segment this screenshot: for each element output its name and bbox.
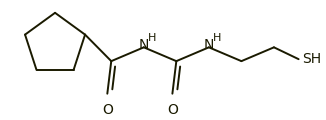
Text: O: O [102,103,113,117]
Text: SH: SH [303,52,322,66]
Text: O: O [167,103,178,117]
Text: H: H [213,33,221,43]
Text: N: N [204,38,214,52]
Text: H: H [147,33,156,43]
Text: N: N [139,38,149,52]
